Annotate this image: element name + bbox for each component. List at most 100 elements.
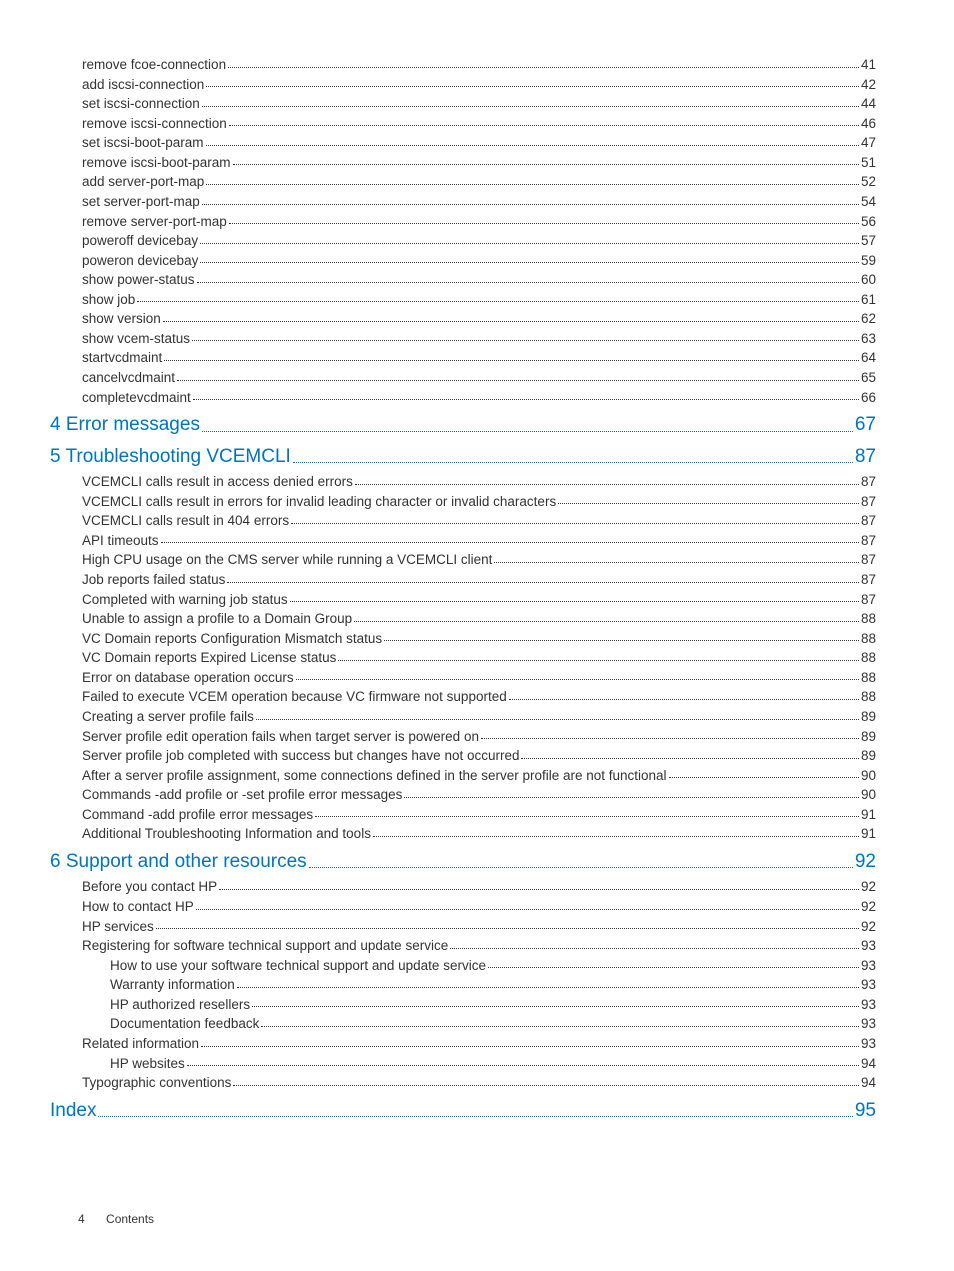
toc-entry[interactable]: show version62 — [50, 309, 876, 329]
toc-entry[interactable]: Error on database operation occurs88 — [50, 668, 876, 688]
toc-entry-page: 92 — [861, 897, 876, 917]
toc-entry-label: High CPU usage on the CMS server while r… — [82, 550, 492, 570]
toc-leader-dots — [355, 484, 859, 485]
toc-leader-dots — [137, 301, 859, 302]
toc-entry[interactable]: VCEMCLI calls result in access denied er… — [50, 472, 876, 492]
toc-entry[interactable]: High CPU usage on the CMS server while r… — [50, 550, 876, 570]
page-footer: 4 Contents — [78, 1212, 154, 1226]
toc-entry-label: After a server profile assignment, some … — [82, 766, 667, 786]
toc-entry[interactable]: HP authorized resellers93 — [50, 995, 876, 1015]
toc-entry-label: Warranty information — [110, 975, 235, 995]
toc-leader-dots — [229, 125, 859, 126]
toc-entry[interactable]: Server profile job completed with succes… — [50, 746, 876, 766]
toc-leader-dots — [338, 660, 859, 661]
toc-entry-label: VCEMCLI calls result in 404 errors — [82, 511, 289, 531]
toc-entry[interactable]: VCEMCLI calls result in 404 errors 87 — [50, 511, 876, 531]
toc-entry[interactable]: completevcdmaint66 — [50, 388, 876, 408]
toc-entry-page: 44 — [861, 94, 876, 114]
toc-entry-label: Job reports failed status — [82, 570, 225, 590]
toc-entry[interactable]: show vcem-status63 — [50, 329, 876, 349]
toc-entry[interactable]: Related information93 — [50, 1034, 876, 1054]
toc-leader-dots — [309, 867, 853, 868]
toc-entry-label: show job — [82, 290, 135, 310]
toc-leader-dots — [206, 86, 859, 87]
toc-entry-label: Command -add profile error messages — [82, 805, 313, 825]
toc-entry[interactable]: After a server profile assignment, some … — [50, 766, 876, 786]
toc-entry[interactable]: Warranty information93 — [50, 975, 876, 995]
toc-leader-dots — [233, 1085, 859, 1086]
toc-entry-page: 90 — [861, 766, 876, 786]
toc-entry[interactable]: Before you contact HP92 — [50, 877, 876, 897]
toc-entry[interactable]: startvcdmaint64 — [50, 348, 876, 368]
footer-page-number: 4 — [78, 1212, 85, 1226]
toc-entry-label: VC Domain reports Configuration Mismatch… — [82, 629, 382, 649]
toc-entry[interactable]: remove iscsi-connection46 — [50, 114, 876, 134]
toc-entry-page: 54 — [861, 192, 876, 212]
toc-entry[interactable]: Completed with warning job status87 — [50, 590, 876, 610]
toc-entry-label: Completed with warning job status — [82, 590, 288, 610]
toc-entry[interactable]: HP services92 — [50, 917, 876, 937]
toc-entry[interactable]: remove iscsi-boot-param51 — [50, 153, 876, 173]
toc-entry[interactable]: poweroff devicebay57 — [50, 231, 876, 251]
toc-entry-label: Commands -add profile or -set profile er… — [82, 785, 402, 805]
toc-leader-dots — [200, 243, 859, 244]
toc-entry[interactable]: set iscsi-connection44 — [50, 94, 876, 114]
toc-entry[interactable]: Commands -add profile or -set profile er… — [50, 785, 876, 805]
toc-entry-label: 4 Error messages — [50, 411, 200, 439]
toc-leader-dots — [177, 380, 859, 381]
toc-leader-dots — [197, 282, 859, 283]
toc-entry[interactable]: Command -add profile error messages91 — [50, 805, 876, 825]
toc-entry[interactable]: VC Domain reports Configuration Mismatch… — [50, 629, 876, 649]
toc-entry-label: Index — [50, 1097, 96, 1125]
toc-entry-page: 87 — [861, 511, 876, 531]
toc-entry[interactable]: set server-port-map 54 — [50, 192, 876, 212]
toc-entry-label: HP websites — [110, 1054, 185, 1074]
toc-entry-label: VCEMCLI calls result in access denied er… — [82, 472, 353, 492]
toc-entry-label: set server-port-map — [82, 192, 200, 212]
toc-entry-page: 47 — [861, 133, 876, 153]
toc-entry[interactable]: show job61 — [50, 290, 876, 310]
toc-entry-label: add iscsi-connection — [82, 75, 204, 95]
toc-chapter-entry[interactable]: Index95 — [50, 1097, 876, 1125]
toc-entry[interactable]: show power-status60 — [50, 270, 876, 290]
toc-entry-label: set iscsi-boot-param — [82, 133, 204, 153]
toc-entry[interactable]: add iscsi-connection42 — [50, 75, 876, 95]
toc-entry[interactable]: Creating a server profile fails89 — [50, 707, 876, 727]
toc-entry[interactable]: Documentation feedback93 — [50, 1014, 876, 1034]
toc-entry-page: 94 — [861, 1073, 876, 1093]
toc-leader-dots — [156, 928, 859, 929]
toc-entry[interactable]: Failed to execute VCEM operation because… — [50, 687, 876, 707]
toc-leader-dots — [373, 836, 859, 837]
toc-entry[interactable]: poweron devicebay59 — [50, 251, 876, 271]
toc-leader-dots — [315, 816, 859, 817]
toc-entry-label: startvcdmaint — [82, 348, 162, 368]
toc-entry[interactable]: Unable to assign a profile to a Domain G… — [50, 609, 876, 629]
toc-entry[interactable]: remove server-port-map56 — [50, 212, 876, 232]
toc-leader-dots — [227, 582, 859, 583]
toc-entry[interactable]: HP websites94 — [50, 1054, 876, 1074]
toc-entry[interactable]: add server-port-map52 — [50, 172, 876, 192]
toc-entry[interactable]: Job reports failed status87 — [50, 570, 876, 590]
toc-entry[interactable]: How to use your software technical suppo… — [50, 956, 876, 976]
toc-leader-dots — [187, 1065, 859, 1066]
toc-leader-dots — [163, 321, 859, 322]
toc-entry[interactable]: Additional Troubleshooting Information a… — [50, 824, 876, 844]
toc-entry[interactable]: cancelvcdmaint65 — [50, 368, 876, 388]
toc-entry-page: 91 — [861, 824, 876, 844]
toc-entry[interactable]: VCEMCLI calls result in errors for inval… — [50, 492, 876, 512]
toc-chapter-entry[interactable]: 6 Support and other resources92 — [50, 848, 876, 876]
toc-entry[interactable]: API timeouts87 — [50, 531, 876, 551]
toc-entry[interactable]: Server profile edit operation fails when… — [50, 727, 876, 747]
toc-entry[interactable]: set iscsi-boot-param 47 — [50, 133, 876, 153]
toc-entry[interactable]: How to contact HP92 — [50, 897, 876, 917]
toc-entry[interactable]: Typographic conventions94 — [50, 1073, 876, 1093]
toc-entry-page: 88 — [861, 609, 876, 629]
toc-leader-dots — [384, 640, 859, 641]
toc-chapter-entry[interactable]: 4 Error messages67 — [50, 411, 876, 439]
toc-entry[interactable]: VC Domain reports Expired License status… — [50, 648, 876, 668]
toc-leader-dots — [229, 223, 859, 224]
toc-chapter-entry[interactable]: 5 Troubleshooting VCEMCLI87 — [50, 443, 876, 471]
toc-entry[interactable]: Registering for software technical suppo… — [50, 936, 876, 956]
toc-entry-page: 89 — [861, 707, 876, 727]
toc-entry[interactable]: remove fcoe-connection41 — [50, 55, 876, 75]
